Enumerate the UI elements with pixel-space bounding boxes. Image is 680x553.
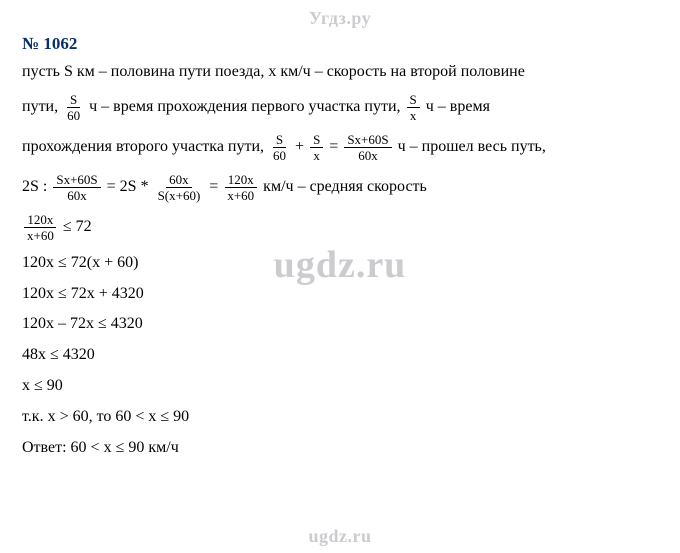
denominator: 60	[270, 148, 289, 162]
text-segment: 120x – 72x ≤ 4320	[22, 312, 143, 337]
text-segment: = 2S *	[103, 175, 153, 200]
denominator: 60x	[355, 148, 381, 162]
watermark-top: Угдз.ру	[309, 8, 371, 29]
denominator: S(x+60)	[155, 188, 204, 202]
text-line-10: x ≤ 90	[22, 374, 658, 399]
numerator: Sx+60S	[344, 133, 391, 148]
text-segment: x ≤ 90	[22, 374, 63, 399]
text-line-6: 120x ≤ 72(x + 60)	[22, 251, 658, 276]
fraction-s-over-x: S x	[310, 133, 323, 162]
text-segment: ч – время	[422, 95, 490, 120]
text-line-8: 120x – 72x ≤ 4320	[22, 312, 658, 337]
text-segment: Ответ: 60 < x ≤ 90 км/ч	[22, 436, 179, 461]
text-segment: ≤ 72	[59, 215, 92, 240]
text-segment: т.к. x > 60, то 60 < x ≤ 90	[22, 405, 189, 430]
fraction-sx60s-over-60x: Sx+60S 60x	[344, 133, 391, 162]
text-line-11: т.к. x > 60, то 60 < x ≤ 90	[22, 405, 658, 430]
numerator: S	[67, 93, 80, 108]
text-segment: пути,	[22, 95, 62, 120]
text-segment: 120x ≤ 72(x + 60)	[22, 251, 138, 276]
text-line-9: 48x ≤ 4320	[22, 343, 658, 368]
text-line-3: прохождения второго участка пути, S 60 +…	[22, 131, 658, 165]
fraction-120x-over-x60: 120x x+60	[224, 173, 257, 202]
denominator: 60x	[64, 188, 90, 202]
numerator: 120x	[24, 213, 56, 228]
text-line-2: пути, S 60 ч – время прохождения первого…	[22, 91, 658, 125]
numerator: Sx+60S	[53, 173, 100, 188]
content-region: № 1062 пусть S км – половина пути поезда…	[22, 34, 658, 460]
fraction-s-over-60: S 60	[270, 133, 289, 162]
denominator: x	[407, 108, 420, 122]
denominator: x+60	[224, 188, 257, 202]
watermark-bottom: ugdz.ru	[308, 526, 371, 547]
numerator: 60x	[166, 173, 192, 188]
text-segment: км/ч – средняя скорость	[259, 175, 427, 200]
text-line-12: Ответ: 60 < x ≤ 90 км/ч	[22, 436, 658, 461]
text-segment: 2S :	[22, 175, 51, 200]
text-segment: ч – время прохождения первого участка пу…	[85, 95, 404, 120]
text-segment: 120x ≤ 72x + 4320	[22, 282, 144, 307]
text-line-4: 2S : Sx+60S 60x = 2S * 60x S(x+60) = 120…	[22, 171, 658, 205]
denominator: 60	[64, 108, 83, 122]
text-segment: ч – прошел весь путь,	[394, 135, 546, 160]
text-segment: 48x ≤ 4320	[22, 343, 95, 368]
fraction-s-over-x: S x	[407, 93, 420, 122]
denominator: x+60	[24, 228, 57, 242]
text-segment: =	[325, 135, 342, 160]
problem-number: № 1062	[22, 34, 658, 54]
text-segment: +	[291, 135, 308, 160]
fraction-120x-over-x60: 120x x+60	[24, 213, 57, 242]
denominator: x	[310, 148, 323, 162]
text-segment: пусть S км – половина пути поезда, х км/…	[22, 60, 525, 85]
text-segment: =	[205, 175, 222, 200]
numerator: S	[310, 133, 323, 148]
numerator: S	[407, 93, 420, 108]
numerator: S	[273, 133, 286, 148]
text-line-1: пусть S км – половина пути поезда, х км/…	[22, 60, 658, 85]
numerator: 120x	[225, 173, 257, 188]
fraction-60x-over-sx60: 60x S(x+60)	[155, 173, 204, 202]
text-line-5: 120x x+60 ≤ 72	[22, 211, 658, 245]
fraction-s-over-60: S 60	[64, 93, 83, 122]
text-line-7: 120x ≤ 72x + 4320	[22, 282, 658, 307]
fraction-sx60s-over-60x: Sx+60S 60x	[53, 173, 100, 202]
text-segment: прохождения второго участка пути,	[22, 135, 268, 160]
